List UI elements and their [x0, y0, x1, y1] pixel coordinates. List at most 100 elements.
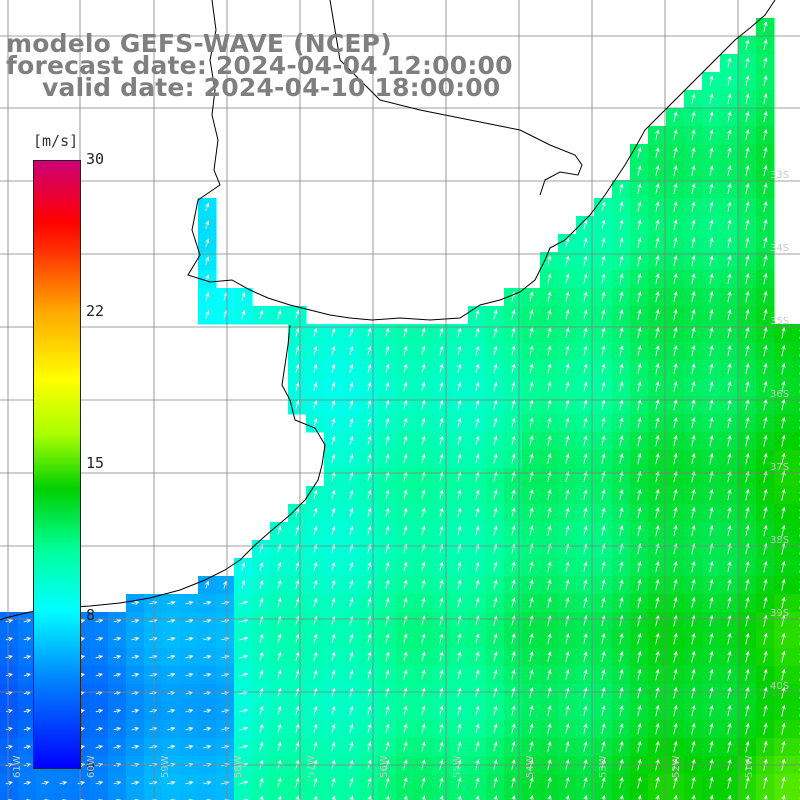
wind-arrow [295, 507, 300, 518]
wind-arrow [421, 651, 426, 662]
wind-cell [792, 396, 800, 415]
wind-arrow [511, 723, 516, 735]
wind-cell [342, 792, 361, 800]
wind-arrow [421, 507, 426, 518]
wind-arrow [167, 654, 176, 659]
wind-arrow [421, 561, 426, 572]
wind-arrow [583, 345, 588, 356]
wind-arrow [457, 687, 462, 698]
wind-arrow [565, 345, 570, 356]
wind-cell [594, 792, 613, 800]
wind-arrow [439, 669, 444, 680]
wind-arrow [601, 723, 606, 735]
wind-arrow [59, 781, 68, 786]
wind-arrow [493, 705, 498, 716]
wind-cell [612, 792, 631, 800]
wind-arrow [583, 723, 588, 735]
wind-arrow [547, 723, 552, 735]
wind-arrow [691, 219, 696, 230]
wind-arrow [637, 381, 642, 393]
wind-arrow [763, 740, 768, 753]
lat-label: 38S [770, 535, 790, 546]
wind-arrow [295, 723, 300, 734]
wind-arrow [565, 489, 570, 501]
wind-arrow [601, 615, 606, 627]
lat-label: 35S [770, 316, 790, 327]
wind-arrow [673, 470, 678, 483]
wind-arrow [673, 650, 678, 663]
wind-arrow [763, 380, 768, 393]
wind-arrow [313, 579, 318, 590]
wind-arrow [745, 614, 750, 627]
wind-arrow [349, 579, 354, 590]
wind-arrow [547, 489, 552, 501]
wind-arrow [709, 129, 714, 141]
wind-cell [792, 432, 800, 451]
wind-arrow [745, 524, 750, 537]
wind-arrow [529, 794, 534, 800]
wind-cell [792, 576, 800, 595]
wind-arrow [131, 726, 140, 732]
wind-arrow [457, 741, 462, 752]
wind-arrow [583, 273, 588, 284]
wind-arrow [529, 525, 534, 537]
wind-arrow [727, 381, 732, 393]
wind-arrow [745, 668, 750, 681]
wind-arrow [673, 596, 678, 609]
wind-arrow [205, 292, 210, 302]
wind-arrow [691, 614, 696, 627]
wind-arrow [238, 780, 249, 785]
wind-arrow [439, 579, 444, 590]
wind-arrow [529, 669, 534, 681]
wind-arrow [385, 399, 390, 410]
wind-arrow [745, 219, 750, 231]
wind-cell [792, 468, 800, 487]
wind-arrow [673, 326, 678, 339]
wind-cell [792, 774, 800, 793]
wind-arrow [439, 381, 444, 392]
wind-cell [522, 792, 541, 800]
wind-arrow [403, 669, 408, 680]
wind-arrow [403, 723, 408, 734]
wind-arrow [457, 633, 462, 644]
wind-arrow [727, 686, 732, 699]
wind-arrow [601, 794, 606, 800]
wind-arrow [113, 709, 122, 714]
wind-arrow [223, 580, 228, 589]
wind-arrow [763, 344, 768, 357]
lat-label: 40S [770, 681, 790, 692]
wind-arrow [763, 200, 768, 213]
wind-cell [252, 792, 271, 800]
wind-arrow [511, 525, 516, 536]
wind-arrow [745, 344, 750, 357]
wind-arrow [673, 434, 678, 447]
wind-arrow [547, 615, 552, 627]
wind-arrow [493, 579, 498, 590]
wind-arrow [727, 561, 732, 573]
wind-arrow [655, 201, 660, 213]
wind-cell [450, 792, 469, 800]
wind-arrow [167, 672, 176, 678]
wind-arrow [763, 686, 768, 699]
wind-arrow [763, 722, 768, 735]
lon-label: 57W [306, 755, 317, 778]
wind-arrow [763, 57, 768, 69]
wind-arrow [619, 327, 624, 339]
wind-arrow [781, 686, 786, 699]
wind-arrow [781, 380, 786, 393]
wind-arrow [205, 274, 210, 284]
wind-arrow [637, 201, 642, 213]
wind-cell [792, 594, 800, 613]
wind-arrow [691, 668, 696, 681]
wind-arrow [781, 452, 786, 465]
wind-arrow [295, 597, 300, 608]
wind-arrow [95, 709, 104, 714]
wind-arrow [637, 632, 642, 645]
wind-arrow [385, 363, 390, 374]
wind-arrow [403, 597, 408, 608]
wind-arrow [367, 453, 372, 464]
wind-arrow [493, 399, 498, 410]
wind-cell [792, 558, 800, 577]
wind-arrow [583, 255, 588, 266]
wind-arrow [673, 488, 678, 501]
